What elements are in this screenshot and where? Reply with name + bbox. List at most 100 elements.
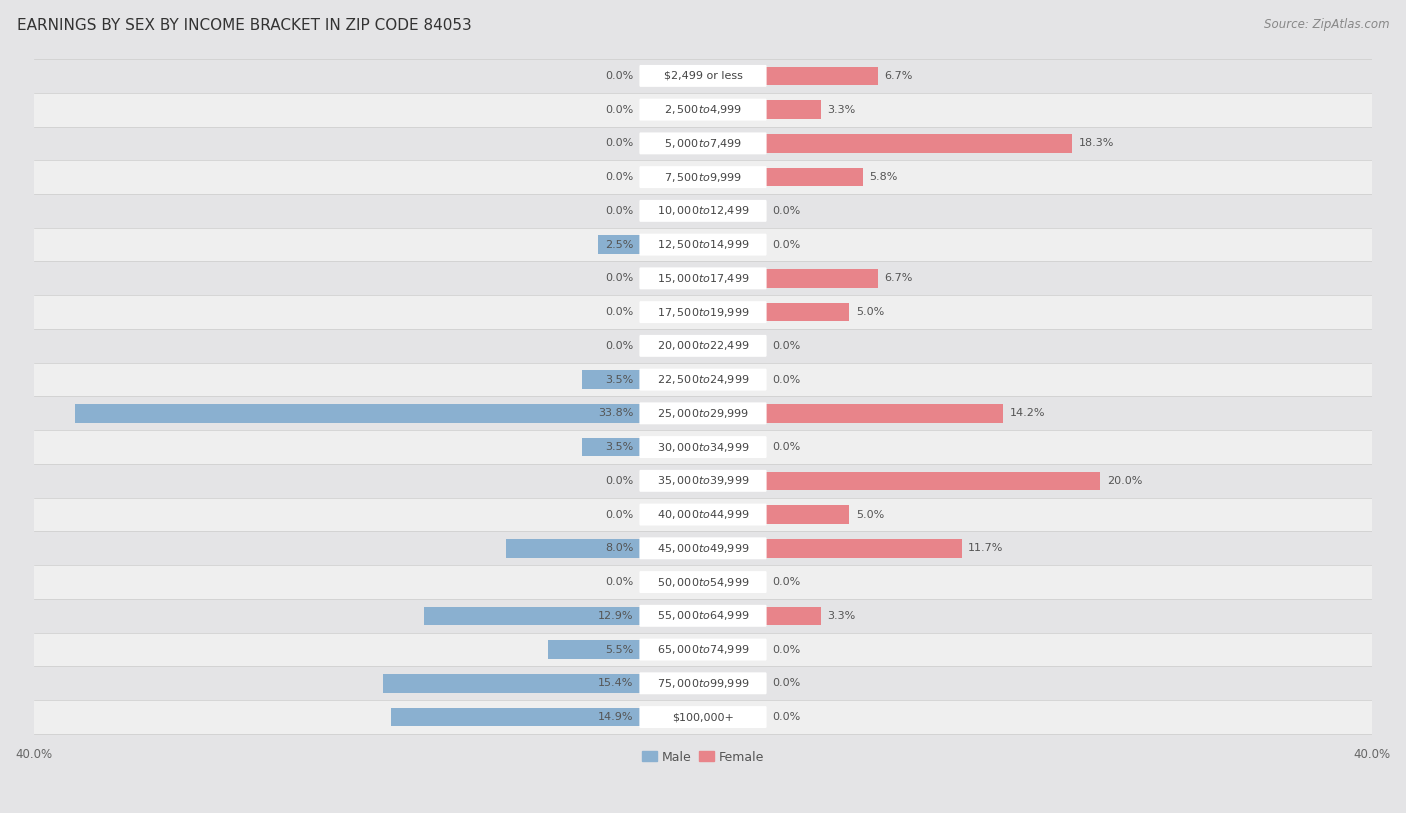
Text: 0.0%: 0.0% — [606, 206, 634, 216]
Text: 8.0%: 8.0% — [605, 543, 634, 554]
Text: 11.7%: 11.7% — [969, 543, 1004, 554]
Bar — [766, 506, 849, 524]
Text: 0.0%: 0.0% — [772, 375, 800, 385]
Text: 5.0%: 5.0% — [856, 307, 884, 317]
FancyBboxPatch shape — [640, 503, 766, 525]
Text: 0.0%: 0.0% — [772, 678, 800, 689]
Text: 0.0%: 0.0% — [606, 71, 634, 81]
Bar — [766, 302, 849, 321]
Text: 15.4%: 15.4% — [598, 678, 634, 689]
Bar — [34, 295, 1372, 329]
FancyBboxPatch shape — [640, 233, 766, 255]
Text: 0.0%: 0.0% — [772, 341, 800, 351]
Bar — [766, 100, 821, 119]
Bar — [34, 160, 1372, 194]
Text: 5.8%: 5.8% — [869, 172, 898, 182]
Bar — [34, 532, 1372, 565]
Text: $45,000 to $49,999: $45,000 to $49,999 — [657, 541, 749, 554]
Text: $7,500 to $9,999: $7,500 to $9,999 — [664, 171, 742, 184]
FancyBboxPatch shape — [640, 638, 766, 660]
Text: 0.0%: 0.0% — [606, 577, 634, 587]
Bar — [766, 167, 863, 186]
Text: 0.0%: 0.0% — [772, 645, 800, 654]
Text: 0.0%: 0.0% — [606, 105, 634, 115]
FancyBboxPatch shape — [640, 200, 766, 222]
Bar — [766, 404, 1004, 423]
Text: $15,000 to $17,499: $15,000 to $17,499 — [657, 272, 749, 285]
Text: 3.5%: 3.5% — [606, 442, 634, 452]
Text: 0.0%: 0.0% — [772, 577, 800, 587]
Text: $50,000 to $54,999: $50,000 to $54,999 — [657, 576, 749, 589]
Text: 0.0%: 0.0% — [772, 712, 800, 722]
Text: 3.3%: 3.3% — [828, 611, 856, 621]
Bar — [34, 397, 1372, 430]
Bar — [34, 127, 1372, 160]
Bar — [34, 194, 1372, 228]
Text: $12,500 to $14,999: $12,500 to $14,999 — [657, 238, 749, 251]
Text: 0.0%: 0.0% — [606, 307, 634, 317]
Text: 2.5%: 2.5% — [605, 240, 634, 250]
Text: 0.0%: 0.0% — [606, 172, 634, 182]
FancyBboxPatch shape — [640, 65, 766, 87]
Bar — [34, 498, 1372, 532]
Legend: Male, Female: Male, Female — [637, 746, 769, 768]
FancyBboxPatch shape — [640, 335, 766, 357]
Text: 3.3%: 3.3% — [828, 105, 856, 115]
Text: 3.5%: 3.5% — [606, 375, 634, 385]
Text: 0.0%: 0.0% — [606, 476, 634, 486]
FancyBboxPatch shape — [640, 402, 766, 424]
Bar — [34, 363, 1372, 397]
Bar — [766, 472, 1101, 490]
Bar — [548, 641, 640, 659]
FancyBboxPatch shape — [640, 166, 766, 188]
Text: 14.9%: 14.9% — [598, 712, 634, 722]
Bar — [391, 708, 640, 726]
Bar — [766, 606, 821, 625]
Text: 18.3%: 18.3% — [1078, 138, 1114, 149]
Text: $65,000 to $74,999: $65,000 to $74,999 — [657, 643, 749, 656]
Bar — [34, 59, 1372, 93]
FancyBboxPatch shape — [640, 706, 766, 728]
FancyBboxPatch shape — [640, 436, 766, 458]
Text: $35,000 to $39,999: $35,000 to $39,999 — [657, 474, 749, 487]
Text: $55,000 to $64,999: $55,000 to $64,999 — [657, 609, 749, 622]
Bar — [34, 464, 1372, 498]
Text: Source: ZipAtlas.com: Source: ZipAtlas.com — [1264, 18, 1389, 31]
Text: 20.0%: 20.0% — [1107, 476, 1143, 486]
Text: 5.5%: 5.5% — [606, 645, 634, 654]
Text: $100,000+: $100,000+ — [672, 712, 734, 722]
Text: 0.0%: 0.0% — [772, 206, 800, 216]
Text: $20,000 to $22,499: $20,000 to $22,499 — [657, 339, 749, 352]
Bar — [766, 67, 877, 85]
Bar — [766, 134, 1071, 153]
Text: 0.0%: 0.0% — [606, 341, 634, 351]
Text: $75,000 to $99,999: $75,000 to $99,999 — [657, 676, 749, 689]
Bar — [34, 633, 1372, 667]
Text: $30,000 to $34,999: $30,000 to $34,999 — [657, 441, 749, 454]
Text: $25,000 to $29,999: $25,000 to $29,999 — [657, 406, 749, 420]
Bar — [34, 93, 1372, 127]
Bar — [34, 329, 1372, 363]
Text: $22,500 to $24,999: $22,500 to $24,999 — [657, 373, 749, 386]
Text: 0.0%: 0.0% — [606, 510, 634, 520]
Text: 0.0%: 0.0% — [606, 138, 634, 149]
Bar — [582, 371, 640, 389]
Bar — [506, 539, 640, 558]
Bar — [34, 599, 1372, 633]
Bar — [34, 667, 1372, 700]
Bar — [34, 565, 1372, 599]
Bar — [382, 674, 640, 693]
Text: $2,499 or less: $2,499 or less — [664, 71, 742, 81]
Text: 6.7%: 6.7% — [884, 273, 912, 284]
Text: EARNINGS BY SEX BY INCOME BRACKET IN ZIP CODE 84053: EARNINGS BY SEX BY INCOME BRACKET IN ZIP… — [17, 18, 471, 33]
Text: $10,000 to $12,499: $10,000 to $12,499 — [657, 204, 749, 217]
Bar — [34, 262, 1372, 295]
Bar — [599, 235, 640, 254]
Text: $40,000 to $44,999: $40,000 to $44,999 — [657, 508, 749, 521]
FancyBboxPatch shape — [640, 605, 766, 627]
FancyBboxPatch shape — [640, 672, 766, 694]
Text: 6.7%: 6.7% — [884, 71, 912, 81]
Text: 0.0%: 0.0% — [772, 442, 800, 452]
Text: $5,000 to $7,499: $5,000 to $7,499 — [664, 137, 742, 150]
FancyBboxPatch shape — [640, 571, 766, 593]
